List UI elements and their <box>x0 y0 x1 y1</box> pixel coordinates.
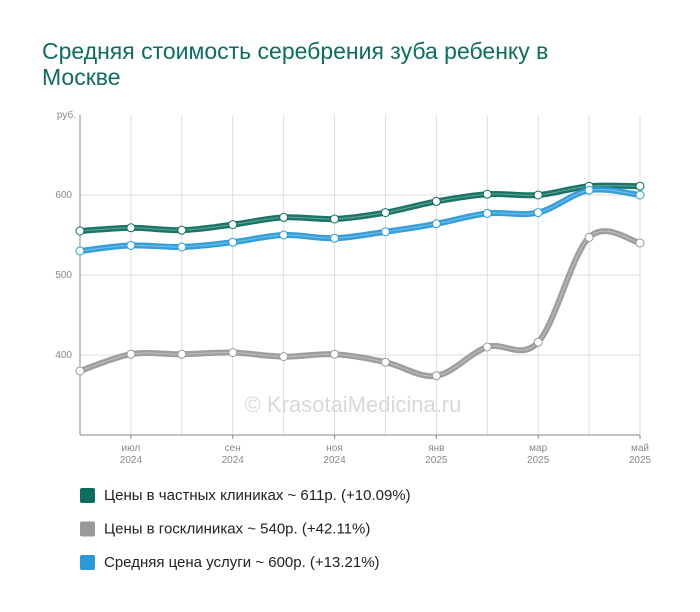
data-point <box>584 185 594 195</box>
x-tick-label: май <box>631 443 649 454</box>
data-point <box>482 189 492 199</box>
x-tick-year: 2025 <box>629 455 652 466</box>
x-tick-label: июл <box>122 443 141 454</box>
series-line-highlight <box>79 189 641 252</box>
data-point <box>75 366 85 376</box>
data-point <box>75 246 85 256</box>
data-point <box>431 196 441 206</box>
data-point <box>330 349 340 359</box>
data-point <box>380 227 390 237</box>
data-point <box>126 240 136 250</box>
data-point <box>177 242 187 252</box>
data-point <box>177 349 187 359</box>
data-point <box>533 190 543 200</box>
series-line <box>77 228 643 380</box>
x-tick-year: 2025 <box>527 455 550 466</box>
y-tick-label: 400 <box>55 350 72 361</box>
data-point <box>533 208 543 218</box>
series-line <box>77 186 643 254</box>
data-point <box>533 337 543 347</box>
data-point <box>635 190 645 200</box>
data-point <box>584 232 594 242</box>
x-tick-label: ноя <box>326 443 343 454</box>
legend-swatch <box>80 521 95 537</box>
x-tick-label: мар <box>529 443 547 454</box>
data-point <box>380 208 390 218</box>
x-tick-label: сен <box>225 443 241 454</box>
data-point <box>330 233 340 243</box>
legend-label: Средняя цена услуги ~ 600р. (+13.21%) <box>104 554 380 571</box>
data-point <box>431 371 441 381</box>
data-point <box>431 219 441 229</box>
y-tick-label: 500 <box>55 270 72 281</box>
data-point <box>635 181 645 191</box>
data-point <box>635 238 645 248</box>
data-point <box>279 352 289 362</box>
x-tick-year: 2024 <box>222 455 245 466</box>
data-point <box>279 230 289 240</box>
legend-swatch <box>80 555 95 570</box>
chart-title: Средняя стоимость серебрения зуба ребенк… <box>42 38 549 90</box>
data-point <box>482 208 492 218</box>
data-point <box>482 342 492 352</box>
data-point <box>126 349 136 359</box>
y-tick-label: 600 <box>55 190 72 201</box>
data-point <box>228 220 238 230</box>
data-point <box>330 214 340 224</box>
data-point <box>380 357 390 367</box>
x-tick-label: янв <box>428 443 444 454</box>
data-point <box>228 237 238 247</box>
data-point <box>177 225 187 235</box>
data-point <box>279 212 289 222</box>
legend-label: Цены в госклиниках ~ 540р. (+42.11%) <box>104 520 370 537</box>
x-tick-year: 2025 <box>425 455 448 466</box>
data-point <box>75 226 85 236</box>
watermark: © KrasotaiMedicina.ru <box>245 392 462 417</box>
x-tick-year: 2024 <box>120 455 143 466</box>
legend-label: Цены в частных клиниках ~ 611р. (+10.09%… <box>104 487 411 504</box>
legend-swatch <box>80 488 95 503</box>
data-point <box>126 223 136 233</box>
x-tick-year: 2024 <box>323 455 346 466</box>
data-point <box>228 348 238 358</box>
y-axis-label: руб. <box>57 109 76 121</box>
